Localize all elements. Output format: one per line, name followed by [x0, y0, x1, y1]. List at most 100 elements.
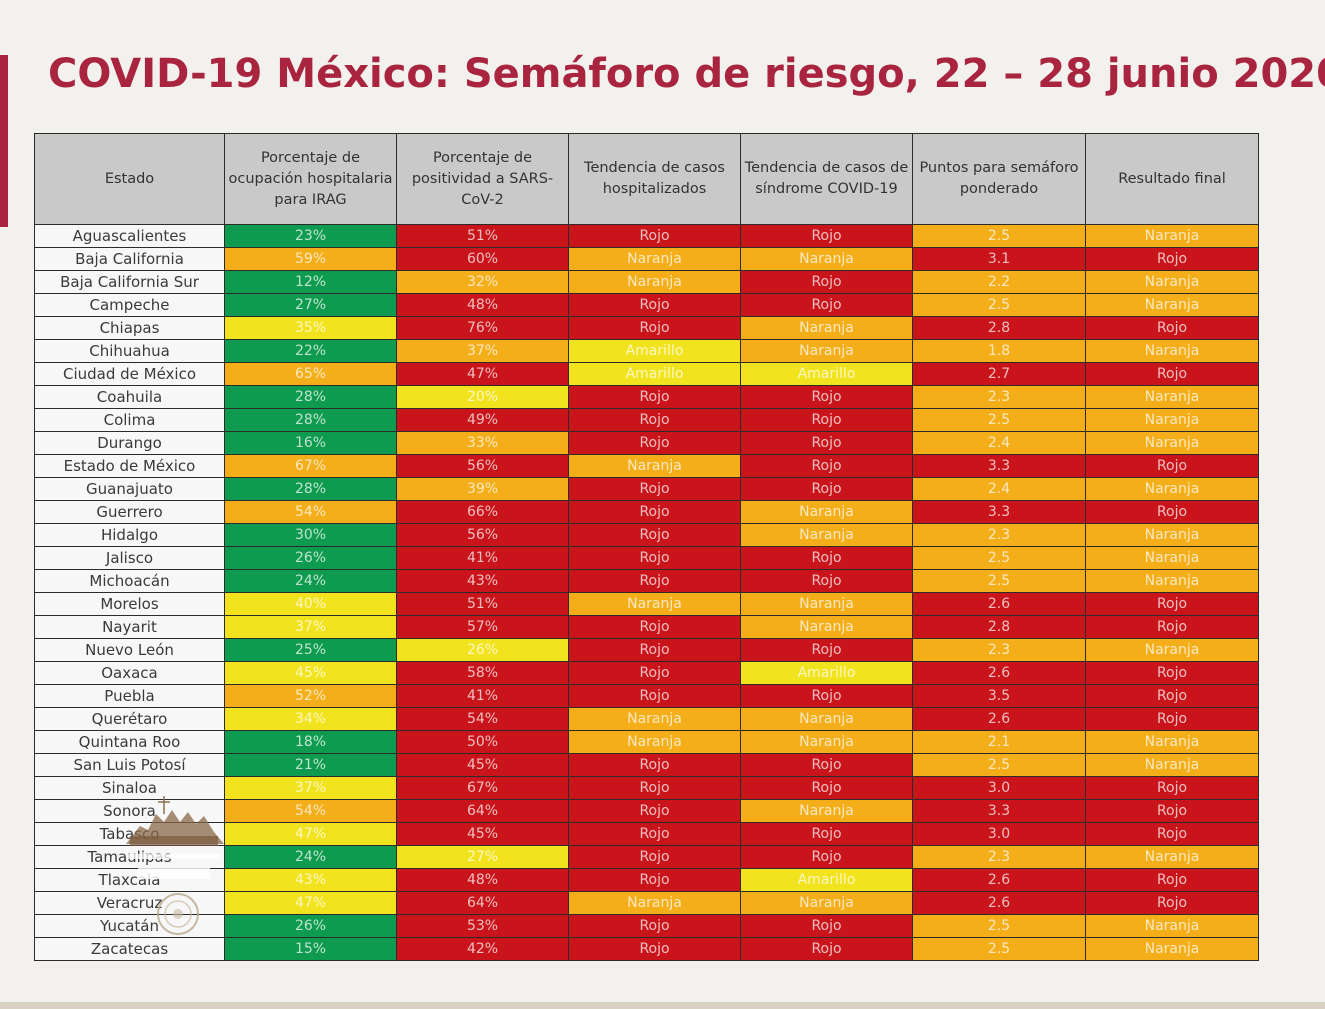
- risk-cell: Naranja: [568, 454, 741, 478]
- risk-cell: Rojo: [1085, 661, 1259, 685]
- risk-cell: Naranja: [740, 891, 913, 915]
- risk-cell: 21%: [224, 753, 397, 777]
- state-name-cell: Colima: [34, 408, 225, 432]
- risk-cell: Rojo: [740, 937, 913, 961]
- risk-cell: 2.5: [912, 408, 1086, 432]
- risk-cell: Rojo: [1085, 684, 1259, 708]
- risk-cell: 2.6: [912, 868, 1086, 892]
- risk-cell: Naranja: [740, 707, 913, 731]
- risk-cell: Naranja: [740, 730, 913, 754]
- risk-cell: Rojo: [740, 408, 913, 432]
- risk-cell: Rojo: [568, 615, 741, 639]
- risk-cell: Naranja: [740, 339, 913, 363]
- risk-cell: Rojo: [740, 270, 913, 294]
- risk-cell: 41%: [396, 684, 569, 708]
- state-name-cell: Querétaro: [34, 707, 225, 731]
- risk-cell: Rojo: [1085, 592, 1259, 616]
- table-row: Colima 28% 49% Rojo Rojo 2.5 Naranja: [34, 408, 1259, 432]
- state-name-cell: Sinaloa: [34, 776, 225, 800]
- risk-cell: Naranja: [568, 270, 741, 294]
- risk-cell: Rojo: [568, 546, 741, 570]
- risk-cell: Rojo: [1085, 891, 1259, 915]
- risk-cell: Naranja: [740, 799, 913, 823]
- risk-cell: 67%: [396, 776, 569, 800]
- risk-cell: 32%: [396, 270, 569, 294]
- risk-cell: 2.4: [912, 477, 1086, 501]
- risk-cell: Rojo: [568, 523, 741, 547]
- state-name-cell: Nuevo León: [34, 638, 225, 662]
- risk-cell: Rojo: [740, 569, 913, 593]
- risk-cell: 2.5: [912, 546, 1086, 570]
- risk-cell: Rojo: [740, 546, 913, 570]
- state-name-cell: Aguascalientes: [34, 224, 225, 248]
- state-name-cell: Durango: [34, 431, 225, 455]
- risk-cell: Rojo: [1085, 500, 1259, 524]
- col-header-ocupacion: Porcentaje de ocupación hospitalaria par…: [224, 133, 397, 225]
- risk-cell: 42%: [396, 937, 569, 961]
- state-name-cell: Zacatecas: [34, 937, 225, 961]
- risk-cell: 2.3: [912, 385, 1086, 409]
- table-row: Nuevo León 25% 26% Rojo Rojo 2.3 Naranja: [34, 638, 1259, 662]
- state-name-cell: Morelos: [34, 592, 225, 616]
- table-body: Aguascalientes 23% 51% Rojo Rojo 2.5 Naranja Ba…: [34, 224, 1259, 961]
- table-row: Coahuila 28% 20% Rojo Rojo 2.3 Naranja: [34, 385, 1259, 409]
- risk-cell: Naranja: [1085, 753, 1259, 777]
- state-name-cell: Puebla: [34, 684, 225, 708]
- table-row: Morelos 40% 51% Naranja Naranja 2.6 Rojo: [34, 592, 1259, 616]
- table-row: Aguascalientes 23% 51% Rojo Rojo 2.5 Naranja: [34, 224, 1259, 248]
- risk-cell: Rojo: [1085, 316, 1259, 340]
- risk-cell: 2.3: [912, 638, 1086, 662]
- risk-cell: Naranja: [1085, 477, 1259, 501]
- risk-cell: Rojo: [740, 753, 913, 777]
- risk-cell: Naranja: [740, 592, 913, 616]
- risk-cell: 2.6: [912, 707, 1086, 731]
- risk-cell: Rojo: [740, 454, 913, 478]
- table-row: Ciudad de México 65% 47% Amarillo Amarillo 2.…: [34, 362, 1259, 386]
- risk-cell: Rojo: [568, 293, 741, 317]
- risk-cell: 3.0: [912, 776, 1086, 800]
- risk-cell: 56%: [396, 523, 569, 547]
- risk-cell: 59%: [224, 247, 397, 271]
- risk-cell: 27%: [224, 293, 397, 317]
- risk-cell: Naranja: [1085, 293, 1259, 317]
- risk-cell: Amarillo: [568, 362, 741, 386]
- risk-cell: 2.7: [912, 362, 1086, 386]
- risk-cell: 16%: [224, 431, 397, 455]
- risk-cell: Naranja: [568, 707, 741, 731]
- state-name-cell: Ciudad de México: [34, 362, 225, 386]
- risk-cell: Rojo: [568, 408, 741, 432]
- risk-cell: 48%: [396, 293, 569, 317]
- risk-cell: 2.5: [912, 569, 1086, 593]
- risk-cell: 51%: [396, 592, 569, 616]
- risk-cell: 47%: [396, 362, 569, 386]
- risk-cell: 67%: [224, 454, 397, 478]
- risk-cell: Rojo: [1085, 822, 1259, 846]
- risk-cell: Naranja: [1085, 845, 1259, 869]
- risk-cell: 2.6: [912, 661, 1086, 685]
- risk-cell: 45%: [396, 753, 569, 777]
- risk-cell: Rojo: [568, 661, 741, 685]
- risk-cell: 40%: [224, 592, 397, 616]
- risk-cell: Rojo: [568, 822, 741, 846]
- risk-cell: Rojo: [568, 914, 741, 938]
- table-row: Durango 16% 33% Rojo Rojo 2.4 Naranja: [34, 431, 1259, 455]
- table-row: Estado de México 67% 56% Naranja Rojo 3.3 Rojo: [34, 454, 1259, 478]
- risk-cell: 2.8: [912, 615, 1086, 639]
- risk-cell: 3.3: [912, 500, 1086, 524]
- table-row: Puebla 52% 41% Rojo Rojo 3.5 Rojo: [34, 684, 1259, 708]
- table-row: Nayarit 37% 57% Rojo Naranja 2.8 Rojo: [34, 615, 1259, 639]
- risk-cell: Rojo: [568, 638, 741, 662]
- risk-cell: Naranja: [1085, 385, 1259, 409]
- state-name-cell: Michoacán: [34, 569, 225, 593]
- col-header-puntos: Puntos para semáforo ponderado: [912, 133, 1086, 225]
- risk-table: Estado Porcentaje de ocupación hospitala…: [34, 133, 1259, 961]
- state-name-cell: Hidalgo: [34, 523, 225, 547]
- risk-cell: Rojo: [568, 776, 741, 800]
- table-row: Veracruz 47% 64% Naranja Naranja 2.6 Rojo: [34, 891, 1259, 915]
- risk-cell: Naranja: [1085, 224, 1259, 248]
- table-row: Michoacán 24% 43% Rojo Rojo 2.5 Naranja: [34, 569, 1259, 593]
- risk-cell: Rojo: [1085, 615, 1259, 639]
- state-name-cell: Veracruz: [34, 891, 225, 915]
- risk-cell: 3.0: [912, 822, 1086, 846]
- risk-cell: Naranja: [568, 247, 741, 271]
